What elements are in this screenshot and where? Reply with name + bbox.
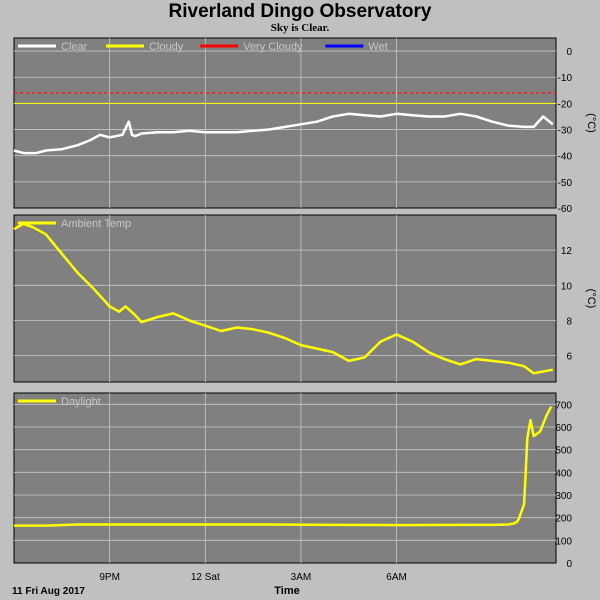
legend-label: Cloudy xyxy=(149,41,184,53)
y-tick-label: 8 xyxy=(566,316,572,327)
y-tick-label: 0 xyxy=(566,559,572,570)
series-line-daylight xyxy=(14,406,553,527)
y-tick-label: 200 xyxy=(555,514,572,525)
x-tick-label: 9PM xyxy=(99,572,120,583)
sky-status-subtitle: Sky is Clear. xyxy=(270,22,330,34)
plot-area xyxy=(13,214,557,383)
y-tick-label: -10 xyxy=(558,73,573,84)
y-tick-label: -30 xyxy=(558,126,573,137)
series-line-clear xyxy=(13,112,554,155)
y-tick-label: -60 xyxy=(558,204,573,215)
y-tick-label: 400 xyxy=(555,468,572,479)
y-tick-label: 500 xyxy=(555,446,572,457)
y-tick-label: 100 xyxy=(555,536,572,547)
y-tick-label: -20 xyxy=(558,99,573,110)
plot-area xyxy=(13,392,557,564)
legend-label: Clear xyxy=(61,41,88,53)
y-axis-label: (°C) xyxy=(585,113,597,133)
series-line-ambient-temp xyxy=(13,222,554,375)
y-tick-label: 6 xyxy=(566,352,572,363)
y-tick-label: -40 xyxy=(558,152,573,163)
y-tick-label: 300 xyxy=(555,491,572,502)
y-tick-label: 600 xyxy=(555,423,572,434)
legend-label: Wet xyxy=(368,41,387,53)
x-tick-label: 12 Sat xyxy=(191,572,220,583)
y-axis-label: (°C) xyxy=(585,289,597,309)
x-tick-label: 3AM xyxy=(291,572,312,583)
y-tick-label: 12 xyxy=(561,246,573,257)
chart-title: Riverland Dingo Observatory xyxy=(168,1,432,22)
x-start-date-label: 11 Fri Aug 2017 xyxy=(12,586,85,597)
legend-label: Ambient Temp xyxy=(61,218,131,230)
x-axis-label: Time xyxy=(274,585,299,597)
x-tick-label: 6AM xyxy=(386,572,407,583)
y-tick-label: -50 xyxy=(558,178,573,189)
plot-area xyxy=(13,37,557,209)
y-tick-label: 700 xyxy=(555,400,572,411)
legend-label: Daylight xyxy=(61,396,101,408)
y-tick-label: 0 xyxy=(566,47,572,58)
legend-label: Very Cloudy xyxy=(243,41,303,53)
y-tick-label: 10 xyxy=(561,281,573,292)
